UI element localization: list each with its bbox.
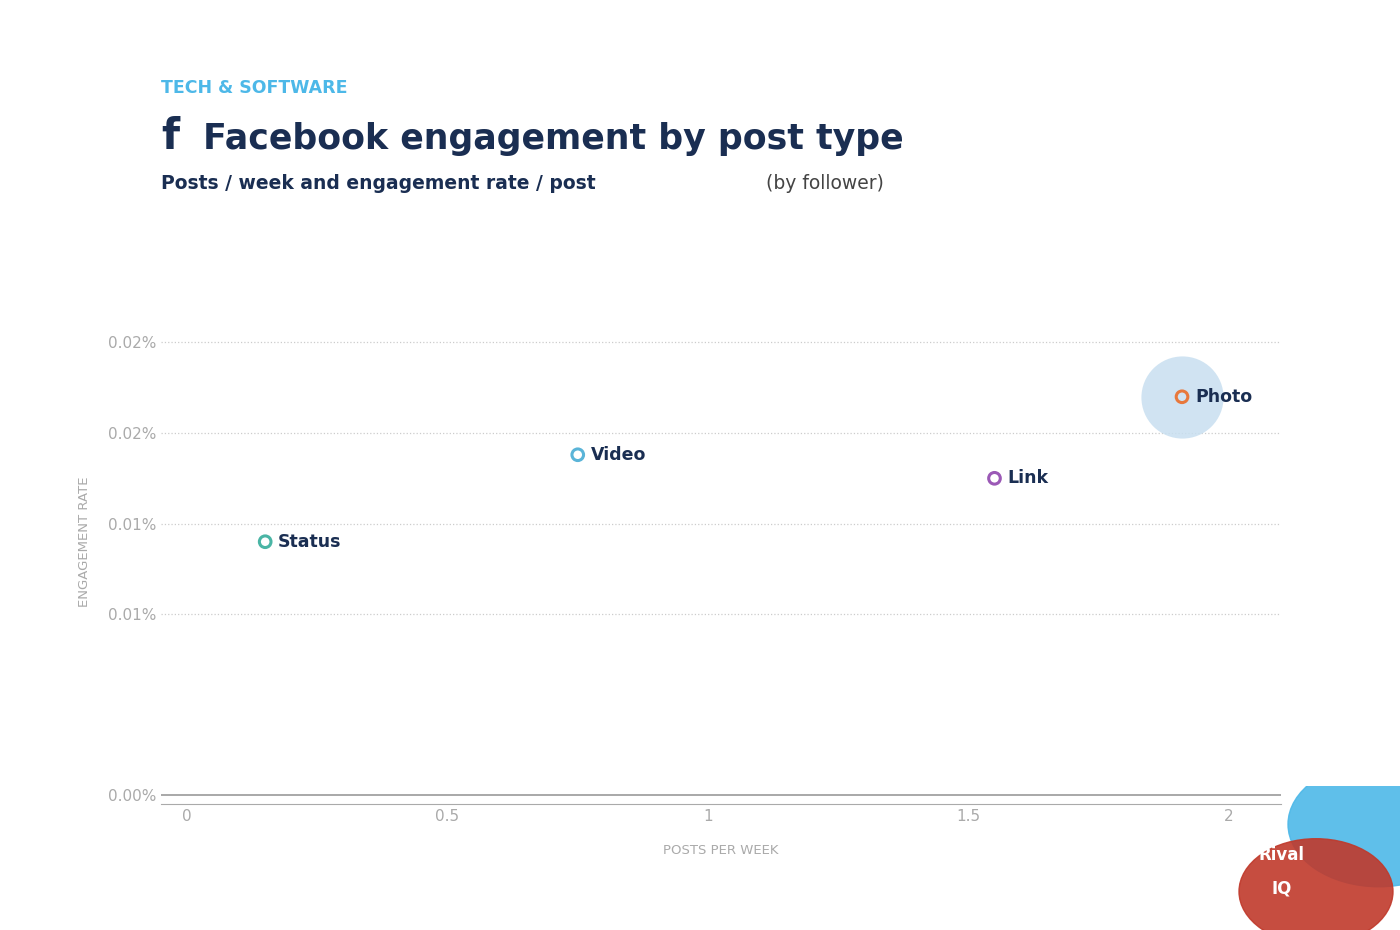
- Text: (by follower): (by follower): [760, 174, 883, 193]
- Text: Facebook engagement by post type: Facebook engagement by post type: [203, 122, 903, 155]
- Point: [1170, 390, 1193, 405]
- Text: Posts / week and engagement rate / post: Posts / week and engagement rate / post: [161, 174, 595, 193]
- Point: [1170, 390, 1193, 405]
- X-axis label: POSTS PER WEEK: POSTS PER WEEK: [664, 844, 778, 857]
- Text: f: f: [161, 115, 179, 158]
- Text: Status: Status: [279, 533, 342, 551]
- Y-axis label: ENGAGEMENT RATE: ENGAGEMENT RATE: [78, 476, 91, 607]
- Point: [567, 447, 589, 462]
- Circle shape: [1239, 839, 1393, 930]
- Point: [983, 471, 1005, 485]
- Text: Video: Video: [591, 445, 647, 464]
- Text: TECH & SOFTWARE: TECH & SOFTWARE: [161, 79, 347, 97]
- Text: Rival: Rival: [1259, 846, 1305, 864]
- Text: IQ: IQ: [1271, 880, 1292, 897]
- Text: Photo: Photo: [1196, 388, 1252, 405]
- Circle shape: [1288, 762, 1400, 887]
- Text: Link: Link: [1008, 470, 1049, 487]
- Point: [253, 535, 276, 550]
